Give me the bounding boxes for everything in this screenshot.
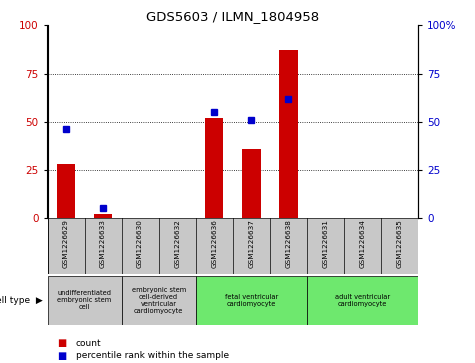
Bar: [242, 148, 260, 218]
Text: percentile rank within the sample: percentile rank within the sample: [76, 351, 229, 360]
Text: cell type  ▶: cell type ▶: [0, 296, 43, 305]
Text: GSM1226633: GSM1226633: [100, 220, 106, 268]
Text: GSM1226637: GSM1226637: [248, 220, 254, 268]
Bar: [205, 118, 224, 218]
Bar: [48, 276, 122, 325]
Bar: [94, 214, 113, 218]
Bar: [57, 164, 75, 218]
Text: ■: ■: [57, 338, 66, 348]
Title: GDS5603 / ILMN_1804958: GDS5603 / ILMN_1804958: [146, 10, 319, 23]
Text: GSM1226630: GSM1226630: [137, 220, 143, 268]
Text: GSM1226634: GSM1226634: [360, 220, 365, 268]
Text: undifferentiated
embryonic stem
cell: undifferentiated embryonic stem cell: [57, 290, 112, 310]
Text: fetal ventricular
cardiomyocyte: fetal ventricular cardiomyocyte: [225, 294, 278, 307]
Text: GSM1226636: GSM1226636: [211, 220, 217, 268]
Text: embryonic stem
cell-derived
ventricular
cardiomyocyte: embryonic stem cell-derived ventricular …: [132, 287, 186, 314]
Bar: [307, 276, 418, 325]
Text: adult ventricular
cardiomyocyte: adult ventricular cardiomyocyte: [335, 294, 390, 307]
Text: ■: ■: [57, 351, 66, 361]
Text: GSM1226631: GSM1226631: [323, 220, 328, 268]
Bar: [122, 276, 196, 325]
Text: count: count: [76, 339, 102, 347]
Text: GSM1226638: GSM1226638: [285, 220, 291, 268]
Bar: [279, 50, 297, 218]
Text: GSM1226629: GSM1226629: [63, 220, 69, 268]
Text: GSM1226635: GSM1226635: [397, 220, 402, 268]
Bar: [196, 276, 307, 325]
Text: GSM1226632: GSM1226632: [174, 220, 180, 268]
